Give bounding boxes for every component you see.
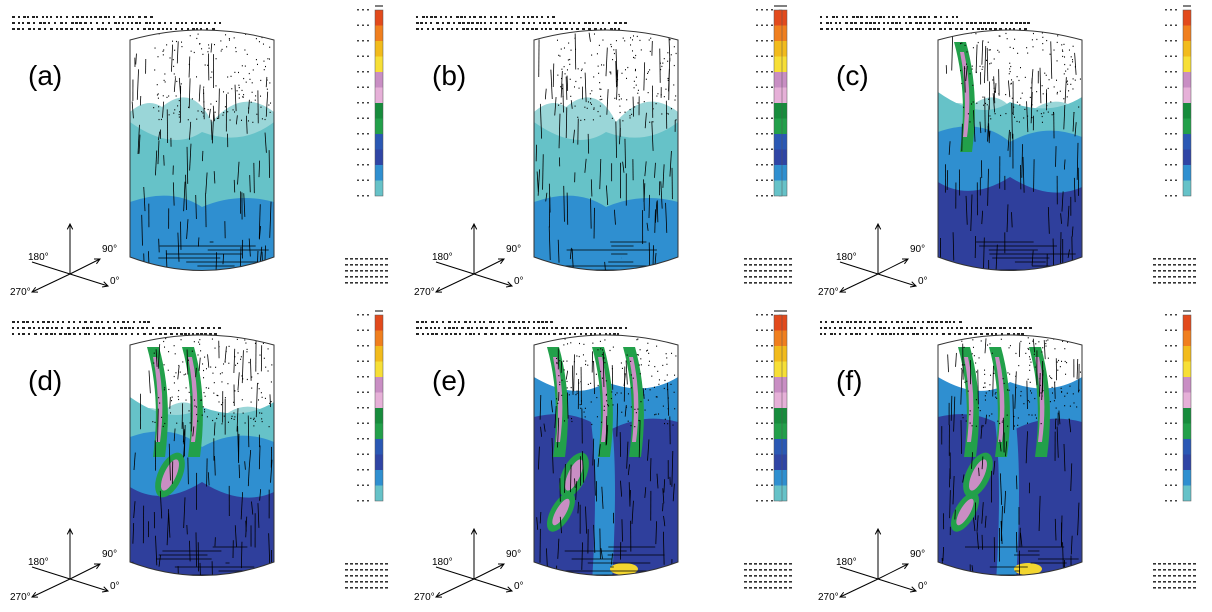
panel-graphic — [416, 5, 792, 293]
cylinder-outline — [129, 334, 275, 576]
header-text — [820, 16, 1030, 30]
color-bar — [1153, 5, 1196, 284]
axis-label-0: 0° — [514, 581, 524, 592]
axis-label-90: 90° — [102, 549, 118, 560]
header-text — [12, 16, 221, 30]
cylinder-plot — [534, 335, 678, 576]
color-bar — [345, 310, 388, 589]
axis-label-270: 270° — [818, 287, 839, 298]
panel-c: (c) 180° 90° 0° 270° — [744, 2, 1210, 302]
orientation-axes — [435, 222, 514, 293]
axis-label-180: 180° — [28, 252, 49, 263]
axis-label-90: 90° — [910, 549, 926, 560]
orientation-axes — [435, 527, 514, 598]
axis-label-90: 90° — [102, 244, 118, 255]
axis-label-90: 90° — [910, 244, 926, 255]
orientation-axes — [839, 222, 918, 293]
cylinder-outline — [937, 29, 1083, 271]
axis-label-270: 270° — [414, 287, 435, 298]
axis-label-270: 270° — [414, 592, 435, 603]
cylinder-outline — [533, 29, 679, 271]
cylinder-outline — [129, 29, 275, 271]
cylinder-plot — [534, 30, 678, 271]
axis-label-270: 270° — [818, 592, 839, 603]
color-bar — [749, 310, 792, 589]
color-bar — [744, 310, 787, 589]
panel-graphic — [12, 310, 388, 598]
axis-label-270: 270° — [10, 287, 31, 298]
cylinder-plot — [938, 335, 1082, 576]
panel-label: (f) — [836, 365, 863, 396]
panel-d: (d) 180° 90° 0° 270° — [2, 307, 402, 607]
axis-label-0: 0° — [514, 276, 524, 287]
color-bar — [749, 5, 792, 284]
orientation-axes — [31, 527, 110, 598]
header-text — [820, 321, 1032, 335]
axis-label-90: 90° — [506, 549, 522, 560]
color-bar — [1153, 310, 1196, 589]
header-text — [12, 321, 221, 335]
orientation-axes — [31, 222, 110, 293]
panel-graphic — [416, 310, 792, 598]
header-text — [416, 321, 627, 335]
axis-label-180: 180° — [836, 252, 857, 263]
axis-label-0: 0° — [110, 581, 120, 592]
panel-b: (b) 180° 90° 0° 270° — [406, 2, 806, 302]
axis-label-180: 180° — [432, 252, 453, 263]
panel-graphic — [744, 310, 1196, 598]
panel-label: (c) — [836, 60, 869, 91]
axis-label-0: 0° — [918, 581, 928, 592]
color-bar — [744, 5, 787, 284]
panel-a: (a) 180° 90° 0° 270° — [2, 2, 402, 302]
axis-label-180: 180° — [432, 557, 453, 568]
cylinder-plot — [130, 30, 274, 271]
axis-label-180: 180° — [28, 557, 49, 568]
panel-label: (a) — [28, 60, 63, 91]
axis-label-0: 0° — [110, 276, 120, 287]
orientation-axes — [839, 527, 918, 598]
panel-graphic — [744, 5, 1196, 293]
cylinder-outline — [533, 334, 679, 576]
axis-label-0: 0° — [918, 276, 928, 287]
header-text — [416, 16, 627, 30]
panel-graphic — [12, 5, 388, 293]
color-bar — [345, 5, 388, 284]
axis-label-90: 90° — [506, 244, 522, 255]
axis-label-180: 180° — [836, 557, 857, 568]
cylinder-outline — [937, 334, 1083, 576]
axis-label-270: 270° — [10, 592, 31, 603]
cylinder-plot — [130, 335, 274, 576]
panel-label: (e) — [432, 365, 467, 396]
cylinder-plot — [938, 30, 1082, 271]
panel-f: (f) 180° 90° 0° 270° — [744, 307, 1210, 607]
panel-e: (e) 180° 90° 0° 270° — [406, 307, 806, 607]
panel-label: (d) — [28, 365, 63, 396]
panel-label: (b) — [432, 60, 467, 91]
